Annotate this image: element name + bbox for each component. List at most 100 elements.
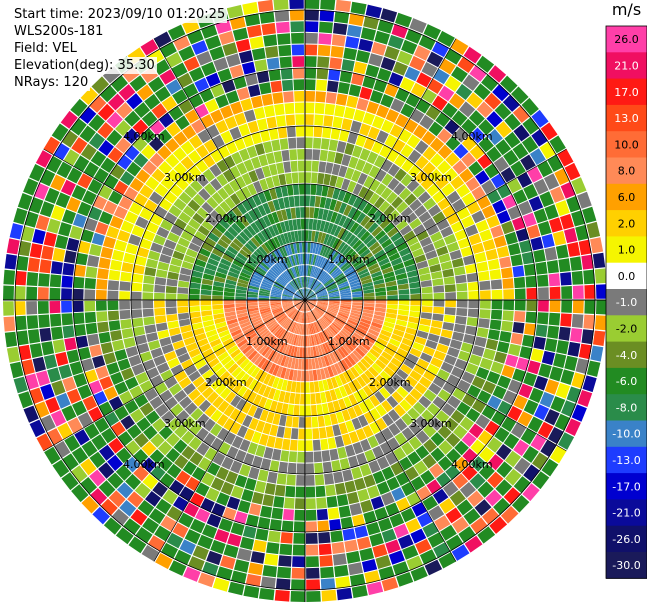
gate-cell <box>160 176 175 190</box>
gate-cell <box>398 294 410 300</box>
gate-cell <box>139 402 154 417</box>
gate-cell <box>285 208 292 220</box>
gate-cell <box>80 477 98 495</box>
gate-cell <box>386 247 398 257</box>
ring-label: 2.00km <box>369 212 411 225</box>
gate-cell <box>223 374 235 387</box>
gate-cell <box>352 183 363 196</box>
gate-cell <box>180 156 195 170</box>
gate-cell <box>218 31 235 45</box>
gate-cell <box>296 463 305 475</box>
gate-cell <box>289 0 304 9</box>
gate-cell <box>394 324 406 332</box>
gate-cell <box>155 403 169 417</box>
gate-cell <box>99 211 113 225</box>
gate-cell <box>214 347 227 357</box>
gate-cell <box>307 312 310 323</box>
gate-cell <box>167 271 179 280</box>
gate-cell <box>221 456 234 470</box>
gate-cell <box>202 154 216 168</box>
gate-cell <box>223 418 235 431</box>
gate-cell <box>328 305 340 309</box>
gate-cell <box>381 577 399 592</box>
gate-cell <box>444 75 462 92</box>
gate-cell <box>362 252 373 262</box>
gate-cell <box>374 30 390 45</box>
gate-cell <box>305 276 308 288</box>
gate-cell <box>501 364 515 379</box>
gate-cell <box>223 155 236 169</box>
gate-cell <box>460 342 474 354</box>
gate-cell <box>166 169 181 183</box>
gate-cell <box>308 277 313 288</box>
gate-cell <box>294 278 300 289</box>
gate-cell <box>79 125 96 143</box>
gate-cell <box>273 496 285 508</box>
gate-cell <box>522 334 535 348</box>
gate-cell <box>281 245 288 257</box>
gate-cell <box>244 347 255 358</box>
gate-cell <box>444 119 460 135</box>
gate-cell <box>419 273 432 282</box>
gate-cell <box>327 401 336 414</box>
gate-cell <box>357 414 369 428</box>
colorbar-bin <box>606 131 647 158</box>
gate-cell <box>363 474 376 488</box>
gate-cell <box>241 268 253 276</box>
gate-cell <box>231 206 243 218</box>
gate-cell <box>177 300 188 307</box>
gate-cell <box>157 329 170 340</box>
gate-cell <box>272 377 280 389</box>
gate-cell <box>303 301 305 312</box>
gate-cell <box>317 301 329 304</box>
gate-cell <box>283 196 290 209</box>
gate-cell <box>160 542 178 559</box>
gate-cell <box>248 503 262 516</box>
gate-cell <box>3 269 16 285</box>
gate-cell <box>321 185 329 197</box>
gate-cell <box>571 314 584 328</box>
gate-cell <box>355 428 367 441</box>
gate-cell <box>456 283 468 292</box>
gate-cell <box>383 382 396 395</box>
gate-cell <box>296 311 302 323</box>
gate-cell <box>198 399 212 413</box>
gate-cell <box>26 301 38 315</box>
gate-cell <box>531 129 548 147</box>
gate-cell <box>371 378 383 390</box>
gate-cell <box>274 326 283 337</box>
gate-cell <box>409 281 421 289</box>
gate-cell <box>236 282 248 288</box>
gate-cell <box>259 290 270 295</box>
gate-cell <box>286 256 292 268</box>
gate-cell <box>405 327 418 336</box>
gate-cell <box>216 267 228 275</box>
gate-cell <box>456 207 471 220</box>
gate-cell <box>263 398 273 411</box>
gate-cell <box>350 285 362 290</box>
gate-cell <box>117 431 133 447</box>
gate-cell <box>352 300 364 303</box>
gate-cell <box>333 321 343 330</box>
gate-cell <box>197 225 210 237</box>
gate-cell <box>217 427 229 441</box>
gate-cell <box>348 455 359 469</box>
gate-cell <box>375 555 392 569</box>
gate-cell <box>422 161 436 176</box>
gate-cell <box>40 383 55 400</box>
gate-cell <box>437 160 452 175</box>
gate-cell <box>312 322 318 334</box>
gate-cell <box>282 302 293 305</box>
gate-cell <box>60 110 78 129</box>
gate-cell <box>314 321 321 332</box>
gate-cell <box>92 355 106 369</box>
gate-cell <box>236 355 247 366</box>
gate-cell <box>366 259 378 268</box>
gate-cell <box>201 310 213 317</box>
colorbar-label: 6.0 <box>618 191 636 204</box>
gate-cell <box>418 266 430 276</box>
gate-cell <box>198 188 211 201</box>
gate-cell <box>396 219 409 231</box>
gate-cell <box>214 317 226 325</box>
gate-cell <box>331 338 340 349</box>
